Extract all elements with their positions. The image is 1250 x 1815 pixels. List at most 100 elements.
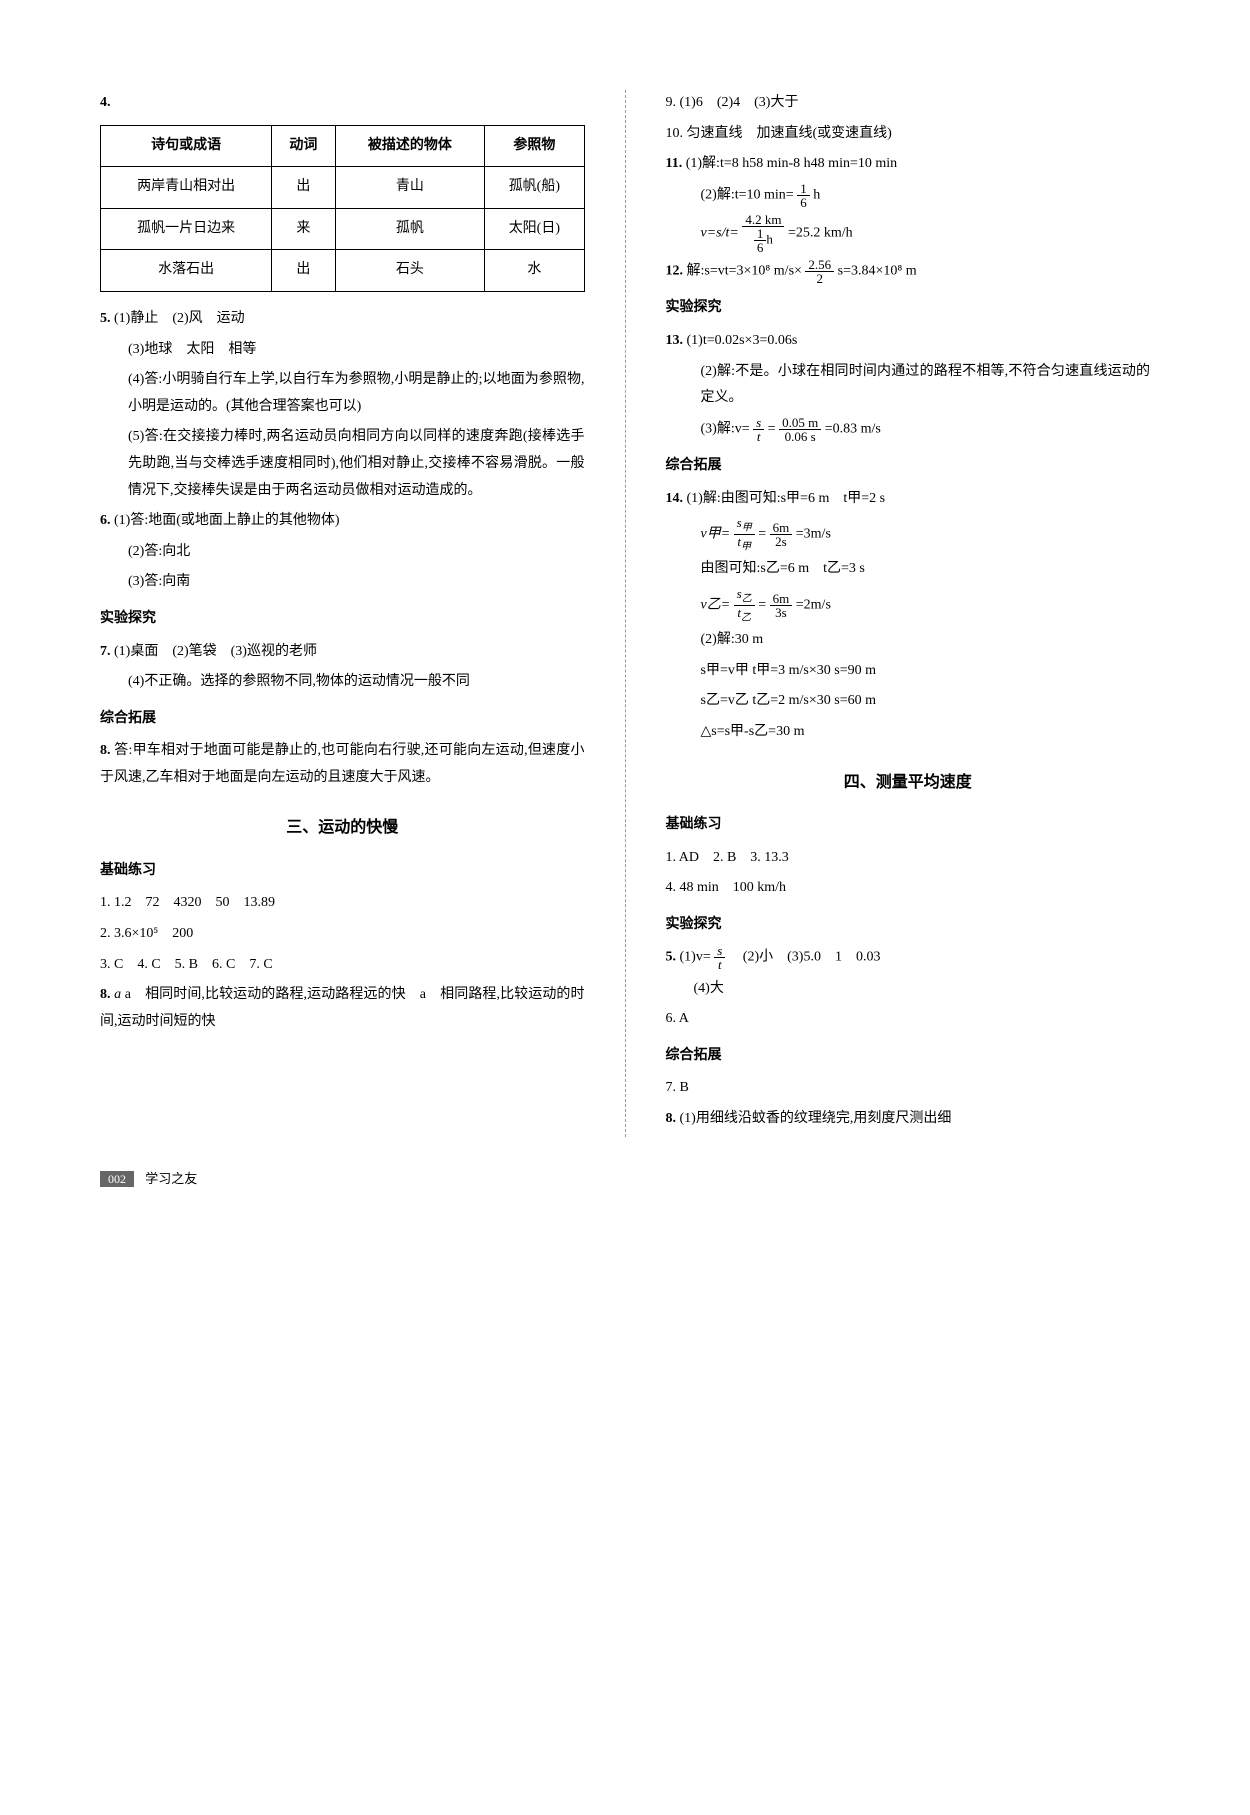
q5-3: (3)地球 太阳 相等 xyxy=(100,337,585,364)
td: 石头 xyxy=(335,250,485,292)
q5-5: (5)答:在交接接力棒时,两名运动员向相同方向以同样的速度奔跑(接棒选手先助跑,… xyxy=(100,424,585,504)
fraction: 16 xyxy=(797,182,810,209)
fraction: s乙t乙 xyxy=(734,587,755,623)
q6-3: (3)答:向南 xyxy=(100,569,585,596)
page-footer: 002 学习之友 xyxy=(100,1167,1150,1192)
q14-1: (1)解:由图可知:s甲=6 m t甲=2 s xyxy=(687,491,886,506)
td: 两岸青山相对出 xyxy=(101,167,272,209)
exp-heading: 实验探究 xyxy=(100,606,585,633)
q13-3-mid: = xyxy=(768,422,776,437)
q14-2: (2)解:30 m xyxy=(666,627,1151,654)
q14-v1: v甲= s甲t甲 = 6m2s =3m/s xyxy=(666,516,1151,552)
column-separator xyxy=(625,90,626,1137)
r5-label: 5. xyxy=(666,950,677,965)
table-row: 孤帆一片日边来 来 孤帆 太阳(日) xyxy=(101,208,585,250)
r6: 6. A xyxy=(666,1006,1151,1033)
section3-title: 三、运动的快慢 xyxy=(100,813,585,843)
td: 出 xyxy=(272,167,335,209)
r8-text: (1)用细线沿蚊香的纹理绕完,用刻度尺测出细 xyxy=(680,1111,952,1126)
q12-label: 12. xyxy=(666,264,684,279)
q13: 13. (1)t=0.02s×3=0.06s xyxy=(666,328,1151,355)
q8-text: 答:甲车相对于地面可能是静止的,也可能向右行驶,还可能向左运动,但速度小于风速,… xyxy=(100,743,585,785)
td: 水 xyxy=(485,250,584,292)
q7-4: (4)不正确。选择的参照物不同,物体的运动情况一般不同 xyxy=(100,669,585,696)
td: 孤帆(船) xyxy=(485,167,584,209)
q14-known: 由图可知:s乙=6 m t乙=3 s xyxy=(666,556,1151,583)
r5-1-prefix: (1)v= xyxy=(680,950,711,965)
q5-label: 5. xyxy=(100,311,111,326)
q14-label: 14. xyxy=(666,491,684,506)
r4: 4. 48 min 100 km/h xyxy=(666,875,1151,902)
q11-2-suffix: h xyxy=(813,188,820,203)
td: 青山 xyxy=(335,167,485,209)
b2: 2. 3.6×10⁵ 200 xyxy=(100,921,585,948)
q11: 11. (1)解:t=8 h58 min-8 h48 min=10 min xyxy=(666,151,1151,178)
r7: 7. B xyxy=(666,1075,1151,1102)
td: 来 xyxy=(272,208,335,250)
r5-1-suffix: (2)小 (3)5.0 1 0.03 xyxy=(729,950,881,965)
q12-prefix: 解:s=vt=3×10⁸ m/s× xyxy=(687,264,802,279)
q14-v2-mid: = xyxy=(758,597,766,612)
exp2-heading: 实验探究 xyxy=(666,912,1151,939)
q4-label: 4. xyxy=(100,90,585,117)
q8-label: 8. xyxy=(100,743,111,758)
r8: 8. (1)用细线沿蚊香的纹理绕完,用刻度尺测出细 xyxy=(666,1106,1151,1133)
q11-v-suffix: =25.2 km/h xyxy=(788,226,853,241)
q14-v2: v乙= s乙t乙 = 6m3s =2m/s xyxy=(666,587,1151,623)
fraction: 6m3s xyxy=(770,592,793,619)
q6-2: (2)答:向北 xyxy=(100,539,585,566)
q5-1: (1)静止 (2)风 运动 xyxy=(114,311,245,326)
fraction: 0.05 m0.06 s xyxy=(779,416,821,443)
ext-heading-r: 综合拓展 xyxy=(666,453,1151,480)
ext-heading: 综合拓展 xyxy=(100,706,585,733)
q11-v: v=s/t= 4.2 km16h =25.2 km/h xyxy=(666,213,1151,254)
q7: 7. (1)桌面 (2)笔袋 (3)巡视的老师 xyxy=(100,639,585,666)
basic-heading: 基础练习 xyxy=(100,858,585,885)
exp-heading-r: 实验探究 xyxy=(666,295,1151,322)
q14-v1-suffix: =3m/s xyxy=(796,527,831,542)
q14: 14. (1)解:由图可知:s甲=6 m t甲=2 s xyxy=(666,486,1151,513)
b8: 8. a a 相同时间,比较运动的路程,运动路程远的快 a 相同路程,比较运动的… xyxy=(100,982,585,1035)
td: 太阳(日) xyxy=(485,208,584,250)
q13-label: 13. xyxy=(666,333,684,348)
q9: 9. (1)6 (2)4 (3)大于 xyxy=(666,90,1151,117)
td: 孤帆一片日边来 xyxy=(101,208,272,250)
b1: 1. 1.2 72 4320 50 13.89 xyxy=(100,890,585,917)
right-column: 9. (1)6 (2)4 (3)大于 10. 匀速直线 加速直线(或变速直线) … xyxy=(666,90,1151,1137)
left-column: 4. 诗句或成语 动词 被描述的物体 参照物 两岸青山相对出 出 青山 孤帆(船… xyxy=(100,90,585,1137)
fraction: 4.2 km16h xyxy=(742,213,784,254)
fraction: st xyxy=(714,944,725,971)
q13-1: (1)t=0.02s×3=0.06s xyxy=(687,333,798,348)
q11-2-prefix: (2)解:t=10 min= xyxy=(701,188,794,203)
q11-2: (2)解:t=10 min= 16 h xyxy=(666,182,1151,209)
b3: 3. C 4. C 5. B 6. C 7. C xyxy=(100,952,585,979)
fraction: 2.562 xyxy=(805,258,834,285)
th: 诗句或成语 xyxy=(101,125,272,167)
r5: 5. (1)v= st (2)小 (3)5.0 1 0.03 xyxy=(666,944,1151,971)
table-row: 水落石出 出 石头 水 xyxy=(101,250,585,292)
q14-ds: △s=s甲-s乙=30 m xyxy=(666,719,1151,746)
q11-label: 11. xyxy=(666,156,683,171)
q7-label: 7. xyxy=(100,644,111,659)
q14-v1-mid: = xyxy=(758,527,766,542)
td: 水落石出 xyxy=(101,250,272,292)
th: 参照物 xyxy=(485,125,584,167)
q7-1: (1)桌面 (2)笔袋 (3)巡视的老师 xyxy=(114,644,317,659)
q14-s1: s甲=v甲 t甲=3 m/s×30 s=90 m xyxy=(666,658,1151,685)
fraction: s甲t甲 xyxy=(734,516,755,552)
q13-3: (3)解:v= st = 0.05 m0.06 s =0.83 m/s xyxy=(666,416,1151,443)
td: 出 xyxy=(272,250,335,292)
q14-v2-suffix: =2m/s xyxy=(796,597,831,612)
fraction: 6m2s xyxy=(770,521,793,548)
q13-3-prefix: (3)解:v= xyxy=(701,422,750,437)
q13-2: (2)解:不是。小球在相同时间内通过的路程不相等,不符合匀速直线运动的定义。 xyxy=(666,359,1151,412)
th: 被描述的物体 xyxy=(335,125,485,167)
q11-v-prefix: v=s/t= xyxy=(701,226,739,241)
q8: 8. 答:甲车相对于地面可能是静止的,也可能向右行驶,还可能向左运动,但速度小于… xyxy=(100,738,585,791)
q5-4: (4)答:小明骑自行车上学,以自行车为参照物,小明是静止的;以地面为参照物,小明… xyxy=(100,367,585,420)
q12: 12. 解:s=vt=3×10⁸ m/s× 2.562 s=3.84×10⁸ m xyxy=(666,258,1151,285)
td: 孤帆 xyxy=(335,208,485,250)
basic-heading-r: 基础练习 xyxy=(666,812,1151,839)
q10: 10. 匀速直线 加速直线(或变速直线) xyxy=(666,121,1151,148)
r5-4: (4)大 xyxy=(666,976,1151,1003)
